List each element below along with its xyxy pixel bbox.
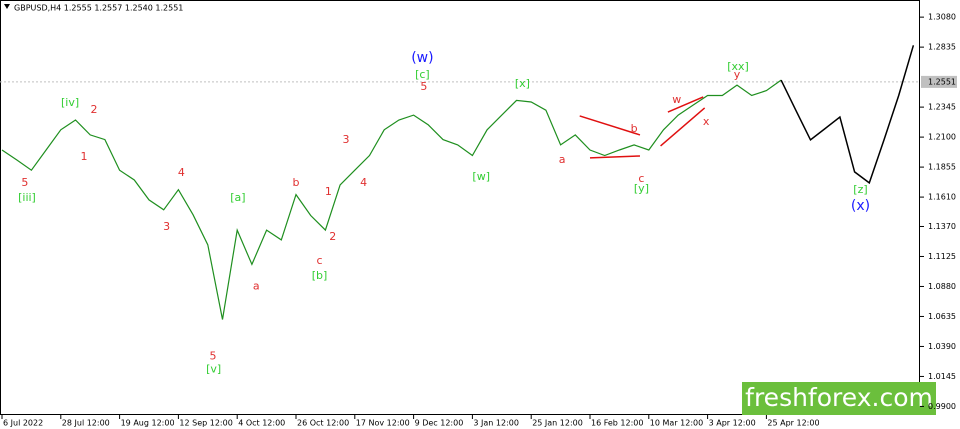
y-tick-label: 1.0145 xyxy=(928,372,956,381)
wave-label: 1 xyxy=(81,150,88,163)
wave-label: 3 xyxy=(342,133,349,146)
wave-label: a xyxy=(253,280,260,293)
wave-label: (w) xyxy=(411,50,433,66)
current-price-label: 1.2551 xyxy=(928,77,956,86)
x-tick-label: 19 Aug 12:00 xyxy=(121,419,175,428)
wave-label: [b] xyxy=(312,269,328,282)
y-tick-label: 1.1370 xyxy=(928,222,956,231)
wave-label: [c] xyxy=(415,68,430,81)
wave-label: b xyxy=(293,176,300,189)
x-tick-label: 6 Jul 2022 xyxy=(3,419,43,428)
x-tick-label: 3 Apr 12:00 xyxy=(709,419,756,428)
wave-label: 2 xyxy=(329,230,336,243)
wave-label: [w] xyxy=(472,170,490,183)
x-tick-label: 4 Oct 12:00 xyxy=(238,419,285,428)
x-tick-label: 9 Dec 12:00 xyxy=(415,419,464,428)
x-tick-label: 25 Jan 12:00 xyxy=(532,419,583,428)
wave-label: [z] xyxy=(853,183,867,196)
x-tick-label: 10 Mar 12:00 xyxy=(650,419,703,428)
y-tick-label: 1.2835 xyxy=(928,43,956,52)
wave-label: [a] xyxy=(230,191,245,204)
trend-line xyxy=(589,155,641,159)
wave-label: b xyxy=(631,122,638,135)
wave-label: 4 xyxy=(360,176,367,189)
wave-label: [v] xyxy=(206,363,221,376)
y-tick-label: 1.0390 xyxy=(928,342,956,351)
wave-label: [xx] xyxy=(727,60,749,73)
y-tick-label: 0.9900 xyxy=(928,402,956,411)
watermark: freshforex.com xyxy=(745,383,933,412)
wave-label: 5 xyxy=(209,350,216,363)
x-tick-label: 3 Jan 12:00 xyxy=(473,419,519,428)
wave-label: c xyxy=(638,172,644,185)
wave-label: 5 xyxy=(21,176,28,189)
wave-label: [iii] xyxy=(18,191,36,204)
y-tick-label: 1.1855 xyxy=(928,163,956,172)
wave-label: c xyxy=(316,254,322,267)
y-tick-label: 1.3080 xyxy=(928,13,956,22)
wave-label: 3 xyxy=(163,220,170,233)
symbol-header: GBPUSD,H4 1.2555 1.2557 1.2540 1.2551 xyxy=(14,4,183,13)
header-arrow xyxy=(4,4,10,9)
y-tick-label: 1.1610 xyxy=(928,193,956,202)
wave-label: 2 xyxy=(91,103,98,116)
wave-label: a xyxy=(559,153,566,166)
x-tick-label: 28 Jul 12:00 xyxy=(62,419,110,428)
watermark-box xyxy=(742,382,936,415)
y-tick-label: 1.1125 xyxy=(928,252,956,261)
trend-line xyxy=(660,107,706,147)
plot-frame xyxy=(0,0,920,415)
wave-label: 4 xyxy=(178,166,185,179)
trend-line xyxy=(667,96,704,113)
y-tick-label: 1.2100 xyxy=(928,133,956,142)
x-tick-label: 25 Apr 12:00 xyxy=(767,419,819,428)
wave-label: (x) xyxy=(851,198,870,214)
wave-label: w xyxy=(672,93,681,106)
price-line xyxy=(1,79,782,320)
wave-label: 5 xyxy=(420,80,427,93)
y-tick-label: 1.2345 xyxy=(928,103,956,112)
trend-line xyxy=(579,115,641,136)
wave-label: 1 xyxy=(325,185,332,198)
x-tick-label: 16 Feb 12:00 xyxy=(591,419,643,428)
y-tick-label: 1.0635 xyxy=(928,312,956,321)
wave-label: [y] xyxy=(634,182,649,195)
x-tick-label: 17 Nov 12:00 xyxy=(356,419,410,428)
y-tick-label: 1.0880 xyxy=(928,282,956,291)
forecast-line xyxy=(780,45,915,185)
current-price-box xyxy=(921,75,957,88)
x-tick-label: 12 Sep 12:00 xyxy=(179,419,232,428)
wave-label: [iv] xyxy=(61,96,79,109)
wave-label: y xyxy=(734,68,741,81)
wave-label: [x] xyxy=(515,77,530,90)
x-tick-label: 26 Oct 12:00 xyxy=(297,419,349,428)
wave-label: x xyxy=(703,115,710,128)
